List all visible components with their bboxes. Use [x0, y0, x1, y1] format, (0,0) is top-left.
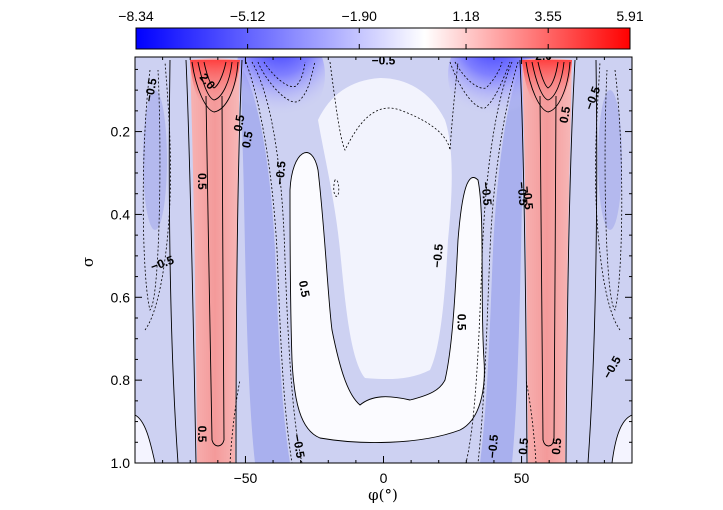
colorbar-tick-label: 5.91	[616, 8, 643, 24]
blue-blob-right	[448, 57, 538, 125]
contour-label: −0.5	[485, 434, 501, 459]
plot-area: −0.5 2.00.50.50.5 −0.5−0.50.50.5 −0.5−0.5−0…	[135, 49, 632, 463]
y-tick-label: 1.0	[111, 455, 131, 471]
contour-label: 0.5	[195, 426, 209, 443]
blue-stripe-left	[241, 70, 290, 463]
contour-label: −0.5	[430, 243, 446, 268]
blue-stripe-right	[480, 70, 524, 463]
x-tick-label: 0	[380, 470, 388, 486]
colorbar-gradient	[135, 27, 631, 50]
contour-label: −0.5	[142, 77, 160, 103]
contour-label: 0.5	[239, 130, 256, 149]
contour-label: −0.5	[514, 181, 530, 206]
y-tick-label: 0.6	[111, 289, 131, 305]
contour-label: 0.5	[455, 314, 469, 331]
positive-contours	[135, 59, 632, 463]
colorbar-tick-label: 3.55	[535, 8, 562, 24]
contour-label: −0.5	[273, 160, 289, 185]
contour-label: −0.5	[478, 181, 494, 206]
contour-label: 2.0	[535, 49, 552, 63]
red-band-left	[190, 58, 240, 463]
white-bottom-left	[135, 415, 155, 463]
red-band-right	[522, 58, 572, 463]
y-tick-label: 0.4	[111, 206, 131, 222]
colorbar-tick-label: −5.12	[230, 8, 266, 24]
colorbar-tick-label: 1.18	[452, 8, 479, 24]
x-tick-label: 50	[514, 470, 530, 486]
white-lobe-left	[290, 152, 485, 443]
y-axis-title: σ	[79, 257, 97, 267]
contour-label: −0.5	[290, 433, 308, 459]
y-tick-label: 0.8	[111, 372, 131, 388]
colorbar-tick-label: −8.34	[118, 8, 154, 24]
x-axis-title: φ(°)	[368, 486, 398, 504]
red-top-left	[190, 60, 240, 110]
y-axis: 0.2 0.4 0.6 0.8 1.0	[111, 68, 632, 471]
blue-patch-outer-right	[598, 90, 622, 230]
contour-label: 0.5	[231, 113, 248, 132]
negative-contours	[142, 61, 623, 463]
contour-label: −0.5	[520, 185, 536, 210]
x-axis: −50 0 50	[162, 57, 605, 486]
contour-label: 0.5	[557, 105, 574, 124]
blue-patch-outer-left	[143, 90, 167, 230]
contour-label: 0.5	[195, 173, 209, 190]
white-center	[318, 78, 452, 380]
contour-label: 0.5	[549, 437, 564, 455]
x-tick-label: −50	[234, 470, 258, 486]
contour-label: 0.5	[516, 437, 531, 455]
colorbar-tick-label: −1.90	[342, 8, 378, 24]
colorbar-ticks: −8.34 −5.12 −1.90 1.18 3.55 5.91	[118, 8, 644, 49]
contour-label: 0.5	[296, 279, 313, 298]
colorbar: −8.34 −5.12 −1.90 1.18 3.55 5.91	[118, 8, 644, 50]
y-tick-label: 0.2	[111, 124, 131, 140]
white-bottom-right	[612, 415, 632, 463]
